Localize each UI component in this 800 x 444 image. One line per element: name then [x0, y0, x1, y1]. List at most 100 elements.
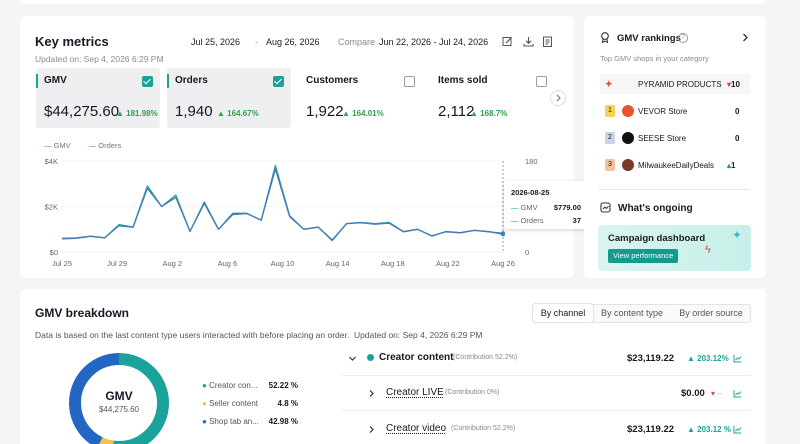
x-tick-label: Aug 10 — [271, 259, 295, 268]
channel-row-creator-live[interactable]: Creator LIVE (Contribution 0%) $0.00 ▾ -… — [345, 383, 751, 407]
legend-orders-label: Orders — [98, 141, 122, 150]
tooltip-date: 2026-08-25 — [511, 188, 550, 197]
metric-checkbox[interactable] — [404, 76, 415, 87]
metric-label: Orders — [175, 75, 208, 86]
chart-tooltip: 2026-08-25 — GMV $779.00 — Orders 37 — [504, 181, 586, 229]
donut-legend-item: ● Creator con... 52.22 % — [202, 381, 298, 390]
channel-value: $23,119.22 — [627, 353, 675, 364]
document-icon[interactable] — [542, 36, 553, 47]
ranking-row[interactable]: ✦ PYRAMID PRODUCTS ▾10 — [600, 74, 750, 94]
gmv-donut-chart[interactable] — [66, 350, 172, 444]
channel-contribution: (Contribution 52.2%) — [453, 354, 518, 361]
channel-row-creator-video[interactable]: Creator video (Contribution 52.2%) $23,1… — [345, 419, 751, 443]
next-metrics-button[interactable] — [550, 90, 566, 106]
chevron-right-icon[interactable] — [367, 389, 376, 398]
x-tick-label: Aug 2 — [162, 259, 182, 268]
key-metrics-title: Key metrics — [35, 34, 109, 49]
shop-logo-icon — [622, 105, 634, 117]
ranking-row[interactable]: 2 SEESE Store 0 — [600, 128, 750, 148]
trend-chart-icon[interactable] — [733, 425, 742, 434]
channel-name: Creator content — [379, 352, 454, 363]
metric-value: $44,275.60 — [44, 103, 120, 120]
campaign-title: Campaign dashboard — [608, 233, 706, 244]
trend-chart-icon[interactable] — [733, 354, 742, 363]
shop-logo-icon: ✦ — [605, 79, 613, 89]
y-left-tick-label: $0 — [50, 248, 58, 257]
channel-value: $23,119.22 — [627, 424, 675, 435]
trend-chart-icon[interactable] — [733, 389, 742, 398]
rank-up-arrow-icon: ▴ — [727, 161, 732, 170]
x-tick-label: Aug 26 — [491, 259, 515, 268]
date-range-end[interactable]: Aug 26, 2026 — [266, 37, 320, 47]
metric-tile-gmv[interactable]: GMV $44,275.60 ▲ 181.98% — [36, 68, 160, 128]
channel-contribution: (Contribution 52.2%) — [451, 425, 516, 432]
chevron-right-icon[interactable] — [367, 425, 376, 434]
rankings-subtitle: Top GMV shops in your category — [600, 54, 709, 63]
metric-label: GMV — [44, 75, 67, 86]
top-card-remnant — [20, 0, 766, 4]
tile-accent-bar — [36, 74, 38, 88]
shop-name: PYRAMID PRODUCTS — [638, 80, 722, 89]
trophy-icon — [600, 32, 610, 43]
metric-change-value: 164.01% — [352, 109, 384, 118]
ranking-row[interactable]: 3 MilwaukeeDailyDeals ▴1 — [600, 155, 750, 175]
metric-change-value: 168.7% — [480, 109, 508, 118]
y-right-tick-label: 180 — [525, 157, 538, 166]
y-left-tick-label: $2K — [45, 203, 58, 212]
channel-row-creator-content[interactable]: Creator content (Contribution 52.2%) $23… — [345, 348, 751, 372]
tab-by-content-type[interactable]: By content type — [600, 308, 664, 318]
shop-name: SEESE Store — [638, 134, 687, 143]
key-metrics-card — [20, 16, 574, 278]
breakdown-title: GMV breakdown — [35, 306, 130, 320]
compare-label: Compare — [338, 37, 376, 47]
metric-tile-orders[interactable]: Orders 1,940 ▲ 164.67% — [167, 68, 291, 128]
date-range-separator: - — [255, 37, 258, 47]
metric-checkbox[interactable] — [142, 76, 153, 87]
rank-badge: 1 — [605, 105, 615, 117]
x-tick-label: Jul 29 — [107, 259, 127, 268]
x-tick-label: Aug 22 — [436, 259, 460, 268]
tab-by-channel[interactable]: By channel — [533, 304, 593, 322]
metric-checkbox[interactable] — [273, 76, 284, 87]
metric-value: 1,940 — [175, 103, 213, 120]
rankings-expand-chevron-icon[interactable] — [740, 32, 750, 43]
channel-value: $0.00 — [681, 388, 705, 399]
metric-tile-customers[interactable]: Customers 1,922 ▲ 164.01% — [298, 68, 422, 128]
channel-change-value: 203.12 % — [697, 425, 731, 434]
chevron-down-icon[interactable] — [348, 354, 357, 363]
legend-orders: — Orders — [89, 141, 122, 150]
y-left-tick-label: $4K — [45, 157, 58, 166]
campaign-banner[interactable]: Campaign dashboard View performance ✦ ϟ — [598, 225, 751, 271]
ongoing-title: What's ongoing — [618, 203, 693, 214]
hover-point-orders — [501, 231, 505, 236]
donut-legend-item: ● Shop tab an... 42.98 % — [202, 417, 298, 426]
metric-checkbox[interactable] — [536, 76, 547, 87]
legend-pct: 42.98 % — [268, 417, 298, 426]
download-icon[interactable] — [523, 36, 534, 47]
tooltip-row-orders: — Orders 37 — [511, 216, 581, 225]
x-tick-label: Aug 18 — [381, 259, 405, 268]
rank-delta-value: 10 — [731, 80, 740, 89]
channel-name[interactable]: Creator video — [386, 423, 447, 434]
tooltip-gmv-value: $779.00 — [553, 203, 581, 212]
rank-delta: ▴1 — [727, 161, 735, 170]
channel-name[interactable]: Creator LIVE — [386, 387, 444, 398]
edit-icon[interactable] — [502, 36, 513, 47]
date-range-start[interactable]: Jul 25, 2026 — [191, 37, 241, 47]
rank-down-arrow-icon: ▾ — [727, 80, 732, 89]
compare-range[interactable]: Jun 22, 2026 - Jul 24, 2026 — [379, 37, 489, 47]
breakdown-note: Data is based on the last content type u… — [35, 330, 483, 340]
metric-change-value: 181.98% — [126, 109, 158, 118]
rankings-title: GMV rankings — [617, 33, 681, 44]
tooltip-orders-swatch: — — [511, 216, 519, 225]
view-performance-button[interactable]: View performance — [608, 249, 679, 263]
legend-dot: ● — [202, 417, 207, 426]
info-icon[interactable]: ? — [678, 33, 688, 43]
trend-down-arrow-icon: ▾ — [711, 389, 716, 398]
tab-by-order-source[interactable]: By order source — [679, 308, 743, 318]
metric-change: ▲ 181.98% — [116, 109, 158, 118]
ranking-row[interactable]: 1 VEVOR Store 0 — [600, 101, 750, 121]
tooltip-orders-value: 37 — [572, 216, 581, 225]
metric-tile-items-sold[interactable]: Items sold 2,112 ▲ 168.7% — [430, 68, 550, 128]
